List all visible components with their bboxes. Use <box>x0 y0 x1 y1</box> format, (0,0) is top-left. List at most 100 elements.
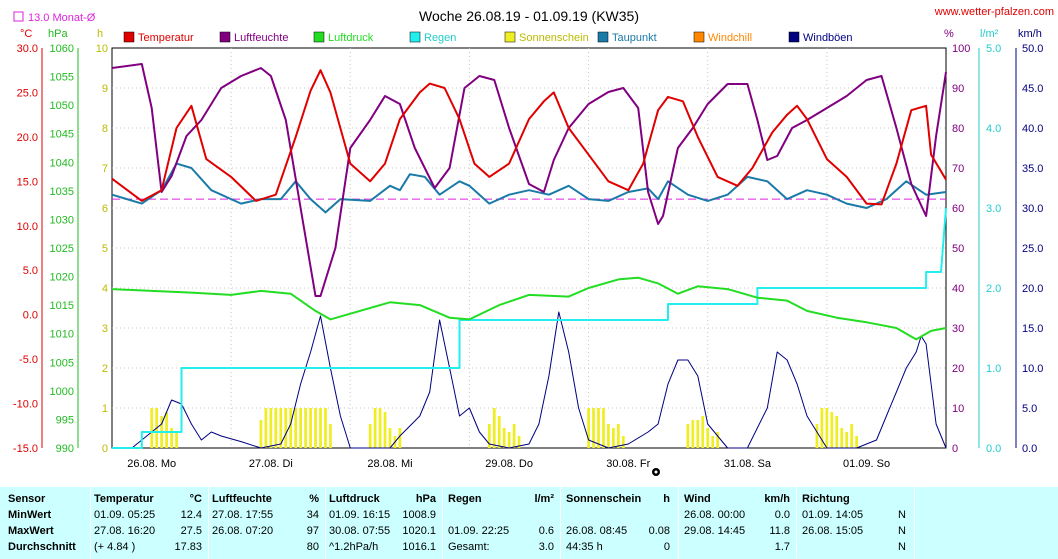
temp-max-val: 27.5 <box>180 525 202 537</box>
wind-min-time: 26.08. 00:00 <box>684 509 746 521</box>
x-tick-label: 27.08. Di <box>249 458 293 470</box>
sunshine-bar <box>383 412 387 448</box>
sunshine-bar <box>175 432 178 448</box>
dir-min-val: N <box>898 509 906 521</box>
monthly-avg-label: 13.0 Monat-Ø <box>28 12 96 24</box>
temp-max-time: 27.08. 16:20 <box>94 525 156 537</box>
sun-unit: h <box>663 493 670 505</box>
humidity-tick-label: 70 <box>952 163 964 175</box>
sun-head: Sonnenschein <box>566 493 642 505</box>
humidity-tick-label: 0 <box>952 443 958 455</box>
humidity-tick-label: 40 <box>952 283 964 295</box>
legend-swatch <box>123 31 135 43</box>
wind-unit: km/h <box>764 493 790 505</box>
press-unit: hPa <box>415 493 436 505</box>
pressure-tick-label: 1000 <box>50 386 74 398</box>
sun-tick-label: 1 <box>102 403 108 415</box>
sun-tick-label: 8 <box>102 123 108 135</box>
sun-tick-label: 10 <box>96 43 108 55</box>
humidity-tick-label: 80 <box>952 123 964 135</box>
pressure-tick-label: 1005 <box>50 357 74 369</box>
pressure-tick-label: 1040 <box>50 157 74 169</box>
hum-max-val: 97 <box>306 525 319 537</box>
wind-tick-label: 35.0 <box>1022 163 1043 175</box>
series-temperatur <box>111 69 947 206</box>
pressure-tick-label: 995 <box>56 414 74 426</box>
hum-avg-val: 80 <box>306 541 319 553</box>
pressure-tick-label: 990 <box>56 443 74 455</box>
sunshine-bar <box>170 428 173 448</box>
stats-rain: Regen l/m² 01.09. 22:25 0.6 Gesamt: 3.0 <box>442 487 560 559</box>
sunshine-bar <box>820 408 824 448</box>
temp-tick-label: 25.0 <box>17 87 38 99</box>
wind-tick-label: 20.0 <box>1022 283 1043 295</box>
sunshine-bar <box>507 432 511 448</box>
sunshine-bar <box>517 436 521 448</box>
rain-avg-val: 3.0 <box>538 541 554 553</box>
sun-tick-label: 6 <box>102 203 108 215</box>
sunshine-bar <box>825 408 829 448</box>
sunshine-bar <box>607 424 610 448</box>
stats-humidity: Luftfeuchte% 27.08. 17:55 34 26.08. 07:20… <box>208 487 325 559</box>
legend-swatch <box>219 31 231 43</box>
statistics-table: Sensor MinWert MaxWert Durchschnitt Temp… <box>0 487 1058 559</box>
sun-avg-val: 0 <box>663 541 670 553</box>
site-link[interactable]: www.wetter-pfalzen.com <box>934 6 1054 18</box>
legend-label: Luftfeuchte <box>234 32 288 44</box>
series-lines <box>111 63 947 449</box>
press-max-val: 1020.1 <box>402 525 436 537</box>
unit-rain: l/m² <box>980 28 999 40</box>
humidity-tick-label: 100 <box>952 43 970 55</box>
pressure-tick-label: 1010 <box>50 329 74 341</box>
wind-tick-label: 30.0 <box>1022 203 1043 215</box>
temp-tick-label: 15.0 <box>17 176 38 188</box>
legend-label: Taupunkt <box>612 32 657 44</box>
pressure-tick-label: 1015 <box>50 300 74 312</box>
sunshine-bar <box>165 412 168 448</box>
sunshine-bar <box>319 408 322 448</box>
sunshine-bar <box>840 428 844 448</box>
sunshine-bar <box>324 408 327 448</box>
stats-row-avg: Durchschnitt <box>8 541 76 553</box>
sun-max-val: 0.08 <box>648 525 670 537</box>
temp-head: Temperatur <box>94 493 154 505</box>
sunshine-bar <box>487 424 491 448</box>
x-tick-label: 30.08. Fr <box>606 458 650 470</box>
dir-max-val: N <box>898 525 906 537</box>
rain-max-time: 01.09. 22:25 <box>448 525 510 537</box>
rain-head: Regen <box>448 493 482 505</box>
sunshine-bar <box>398 428 402 448</box>
temp-tick-label: 0.0 <box>23 310 38 322</box>
sunshine-bar <box>373 408 377 448</box>
sunshine-bar <box>701 416 705 448</box>
rain-avg-note: Gesamt: <box>448 541 490 553</box>
temp-tick-label: -10.0 <box>13 399 38 411</box>
unit-wind: km/h <box>1018 28 1042 40</box>
sunshine-bar <box>492 408 496 448</box>
dir-min-time: 01.09. 14:05 <box>802 509 864 521</box>
sunshine-bar <box>706 428 710 448</box>
now-marker-inner <box>654 470 658 474</box>
sun-tick-label: 0 <box>102 443 108 455</box>
sun-tick-label: 3 <box>102 323 108 335</box>
sunshine-bar <box>815 424 819 448</box>
legend-swatch <box>504 31 516 43</box>
hum-head: Luftfeuchte <box>212 493 272 505</box>
series-luftfeuchte <box>111 63 947 297</box>
stats-row-max: MaxWert <box>8 525 54 537</box>
legend-swatch <box>693 31 705 43</box>
sun-avg-note: 44:35 h <box>566 541 603 553</box>
hum-min-time: 27.08. 17:55 <box>212 509 274 521</box>
legend-label: Temperatur <box>138 32 194 44</box>
rain-tick-label: 1.0 <box>986 363 1001 375</box>
rain-tick-label: 5.0 <box>986 43 1001 55</box>
humidity-tick-label: 60 <box>952 203 964 215</box>
pressure-tick-label: 1045 <box>50 129 74 141</box>
sunshine-bar <box>696 420 700 448</box>
series-windböen <box>112 311 947 449</box>
legend-label: Windchill <box>708 32 752 44</box>
sunshine-bar <box>855 436 859 448</box>
sunshine-bar <box>304 408 307 448</box>
axes: 30.025.020.015.010.05.00.0-5.0-10.0-15.0… <box>13 43 1044 455</box>
